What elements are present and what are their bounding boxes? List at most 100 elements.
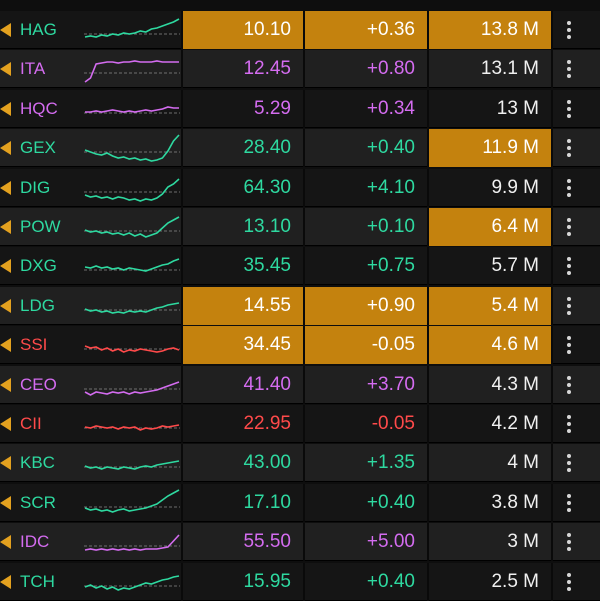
menu-dot: [567, 218, 571, 222]
stock-symbol[interactable]: HQC: [20, 98, 58, 118]
more-options-icon[interactable]: [556, 444, 582, 482]
sparkline: [84, 345, 180, 354]
column-divider: [427, 50, 429, 89]
change-cell: +0.36: [305, 11, 427, 49]
stock-symbol[interactable]: SSI: [20, 335, 48, 355]
column-divider: [303, 89, 305, 128]
column-divider: [427, 11, 429, 49]
stock-symbol[interactable]: ITA: [20, 59, 46, 79]
menu-dot: [567, 113, 571, 118]
column-divider: [551, 247, 553, 286]
table-row[interactable]: TCH 15.95 +0.40 2.5 M: [0, 562, 600, 601]
column-divider: [551, 129, 553, 168]
table-row[interactable]: GEX 28.40 +0.40 11.9 M: [0, 129, 600, 168]
table-row[interactable]: DXG 35.45 +0.75 5.7 M: [0, 247, 600, 286]
flag-icon: [0, 141, 11, 156]
price-cell: 5.29: [254, 97, 291, 119]
table-row[interactable]: CII 22.95 -0.05 4.2 M: [0, 405, 600, 443]
change-cell: +0.90: [305, 286, 427, 325]
table-row[interactable]: HAG 10.10 +0.36 13.8 M: [0, 11, 600, 49]
more-options-icon[interactable]: [556, 563, 582, 601]
change-cell: +0.10: [366, 216, 415, 237]
column-divider: [303, 129, 305, 168]
stock-symbol[interactable]: DXG: [20, 256, 57, 276]
more-options-icon[interactable]: [556, 484, 582, 522]
flag-icon: [0, 495, 11, 510]
column-divider: [551, 168, 553, 207]
table-row[interactable]: SSI 34.45 -0.05 4.6 M: [0, 326, 600, 365]
stock-symbol[interactable]: CEO: [20, 374, 57, 394]
flag-icon: [0, 338, 11, 353]
stock-symbol[interactable]: CII: [20, 414, 42, 433]
more-options-icon[interactable]: [556, 169, 582, 207]
stock-symbol[interactable]: IDC: [20, 532, 50, 552]
menu-dot: [567, 454, 571, 459]
menu-dot: [567, 74, 571, 79]
flag-icon: [0, 417, 11, 431]
menu-dot: [567, 533, 571, 538]
table-row[interactable]: HQC 5.29 +0.34 13 M: [0, 89, 600, 128]
more-options-icon[interactable]: [556, 90, 582, 128]
menu-dot: [567, 336, 571, 341]
flag-icon: [0, 456, 11, 471]
sparkline: [84, 258, 180, 273]
more-options-icon[interactable]: [556, 247, 582, 285]
table-row[interactable]: KBC 43.00 +1.35 4 M: [0, 444, 600, 483]
menu-dot: [567, 350, 571, 355]
menu-dot: [567, 500, 571, 505]
column-divider: [181, 208, 183, 246]
more-options-icon[interactable]: [556, 129, 582, 167]
sparkline-path: [84, 178, 180, 202]
sparkline: [84, 216, 180, 238]
more-options-icon[interactable]: [556, 405, 582, 443]
table-row[interactable]: IDC 55.50 +5.00 3 M: [0, 523, 600, 562]
menu-dot: [567, 178, 571, 183]
more-options-icon[interactable]: [556, 50, 582, 88]
more-options-icon[interactable]: [556, 366, 582, 404]
column-divider: [427, 286, 429, 325]
table-row[interactable]: LDG 14.55 +0.90 5.4 M: [0, 286, 600, 325]
stock-symbol[interactable]: GEX: [20, 138, 56, 158]
column-divider: [303, 444, 305, 483]
more-options-icon[interactable]: [556, 287, 582, 325]
table-row[interactable]: ITA 12.45 +0.80 13.1 M: [0, 50, 600, 89]
flag-icon: [0, 180, 11, 195]
volume-cell: 9.9 M: [491, 176, 539, 198]
volume-cell: 13.8 M: [429, 11, 551, 49]
table-row[interactable]: CEO 41.40 +3.70 4.3 M: [0, 365, 600, 404]
table-row[interactable]: POW 13.10 +0.10 6.4 M: [0, 208, 600, 246]
more-options-icon[interactable]: [556, 11, 582, 49]
flag-icon: [0, 377, 11, 392]
price-cell: 35.45: [243, 255, 291, 277]
sparkline-path: [84, 424, 180, 431]
column-divider: [427, 89, 429, 128]
table-row[interactable]: SCR 17.10 +0.40 3.8 M: [0, 483, 600, 522]
stock-symbol[interactable]: DIG: [20, 177, 51, 197]
change-cell: +0.80: [366, 58, 415, 80]
menu-dot: [567, 28, 571, 32]
menu-dot: [567, 303, 571, 308]
stock-symbol[interactable]: KBC: [20, 453, 55, 473]
menu-dot: [567, 296, 571, 301]
stock-symbol[interactable]: POW: [20, 217, 61, 236]
volume-cell: 13 M: [496, 97, 539, 119]
sparkline: [84, 18, 180, 38]
sparkline: [84, 574, 180, 591]
sparkline: [84, 460, 180, 471]
column-divider: [551, 483, 553, 522]
stock-symbol[interactable]: TCH: [20, 571, 55, 591]
column-divider: [181, 562, 183, 601]
column-divider: [181, 247, 183, 286]
volume-cell: 3 M: [507, 531, 539, 553]
more-options-icon[interactable]: [556, 326, 582, 364]
menu-dot: [567, 429, 571, 433]
stock-symbol[interactable]: LDG: [20, 295, 55, 315]
price-cell: 14.55: [181, 286, 303, 325]
more-options-icon[interactable]: [556, 523, 582, 561]
table-row[interactable]: DIG 64.30 +4.10 9.9 M: [0, 168, 600, 207]
more-options-icon[interactable]: [556, 208, 582, 246]
menu-dot: [567, 153, 571, 158]
stock-symbol[interactable]: HAG: [20, 20, 57, 39]
stock-symbol[interactable]: SCR: [20, 492, 56, 512]
column-divider: [303, 405, 305, 443]
